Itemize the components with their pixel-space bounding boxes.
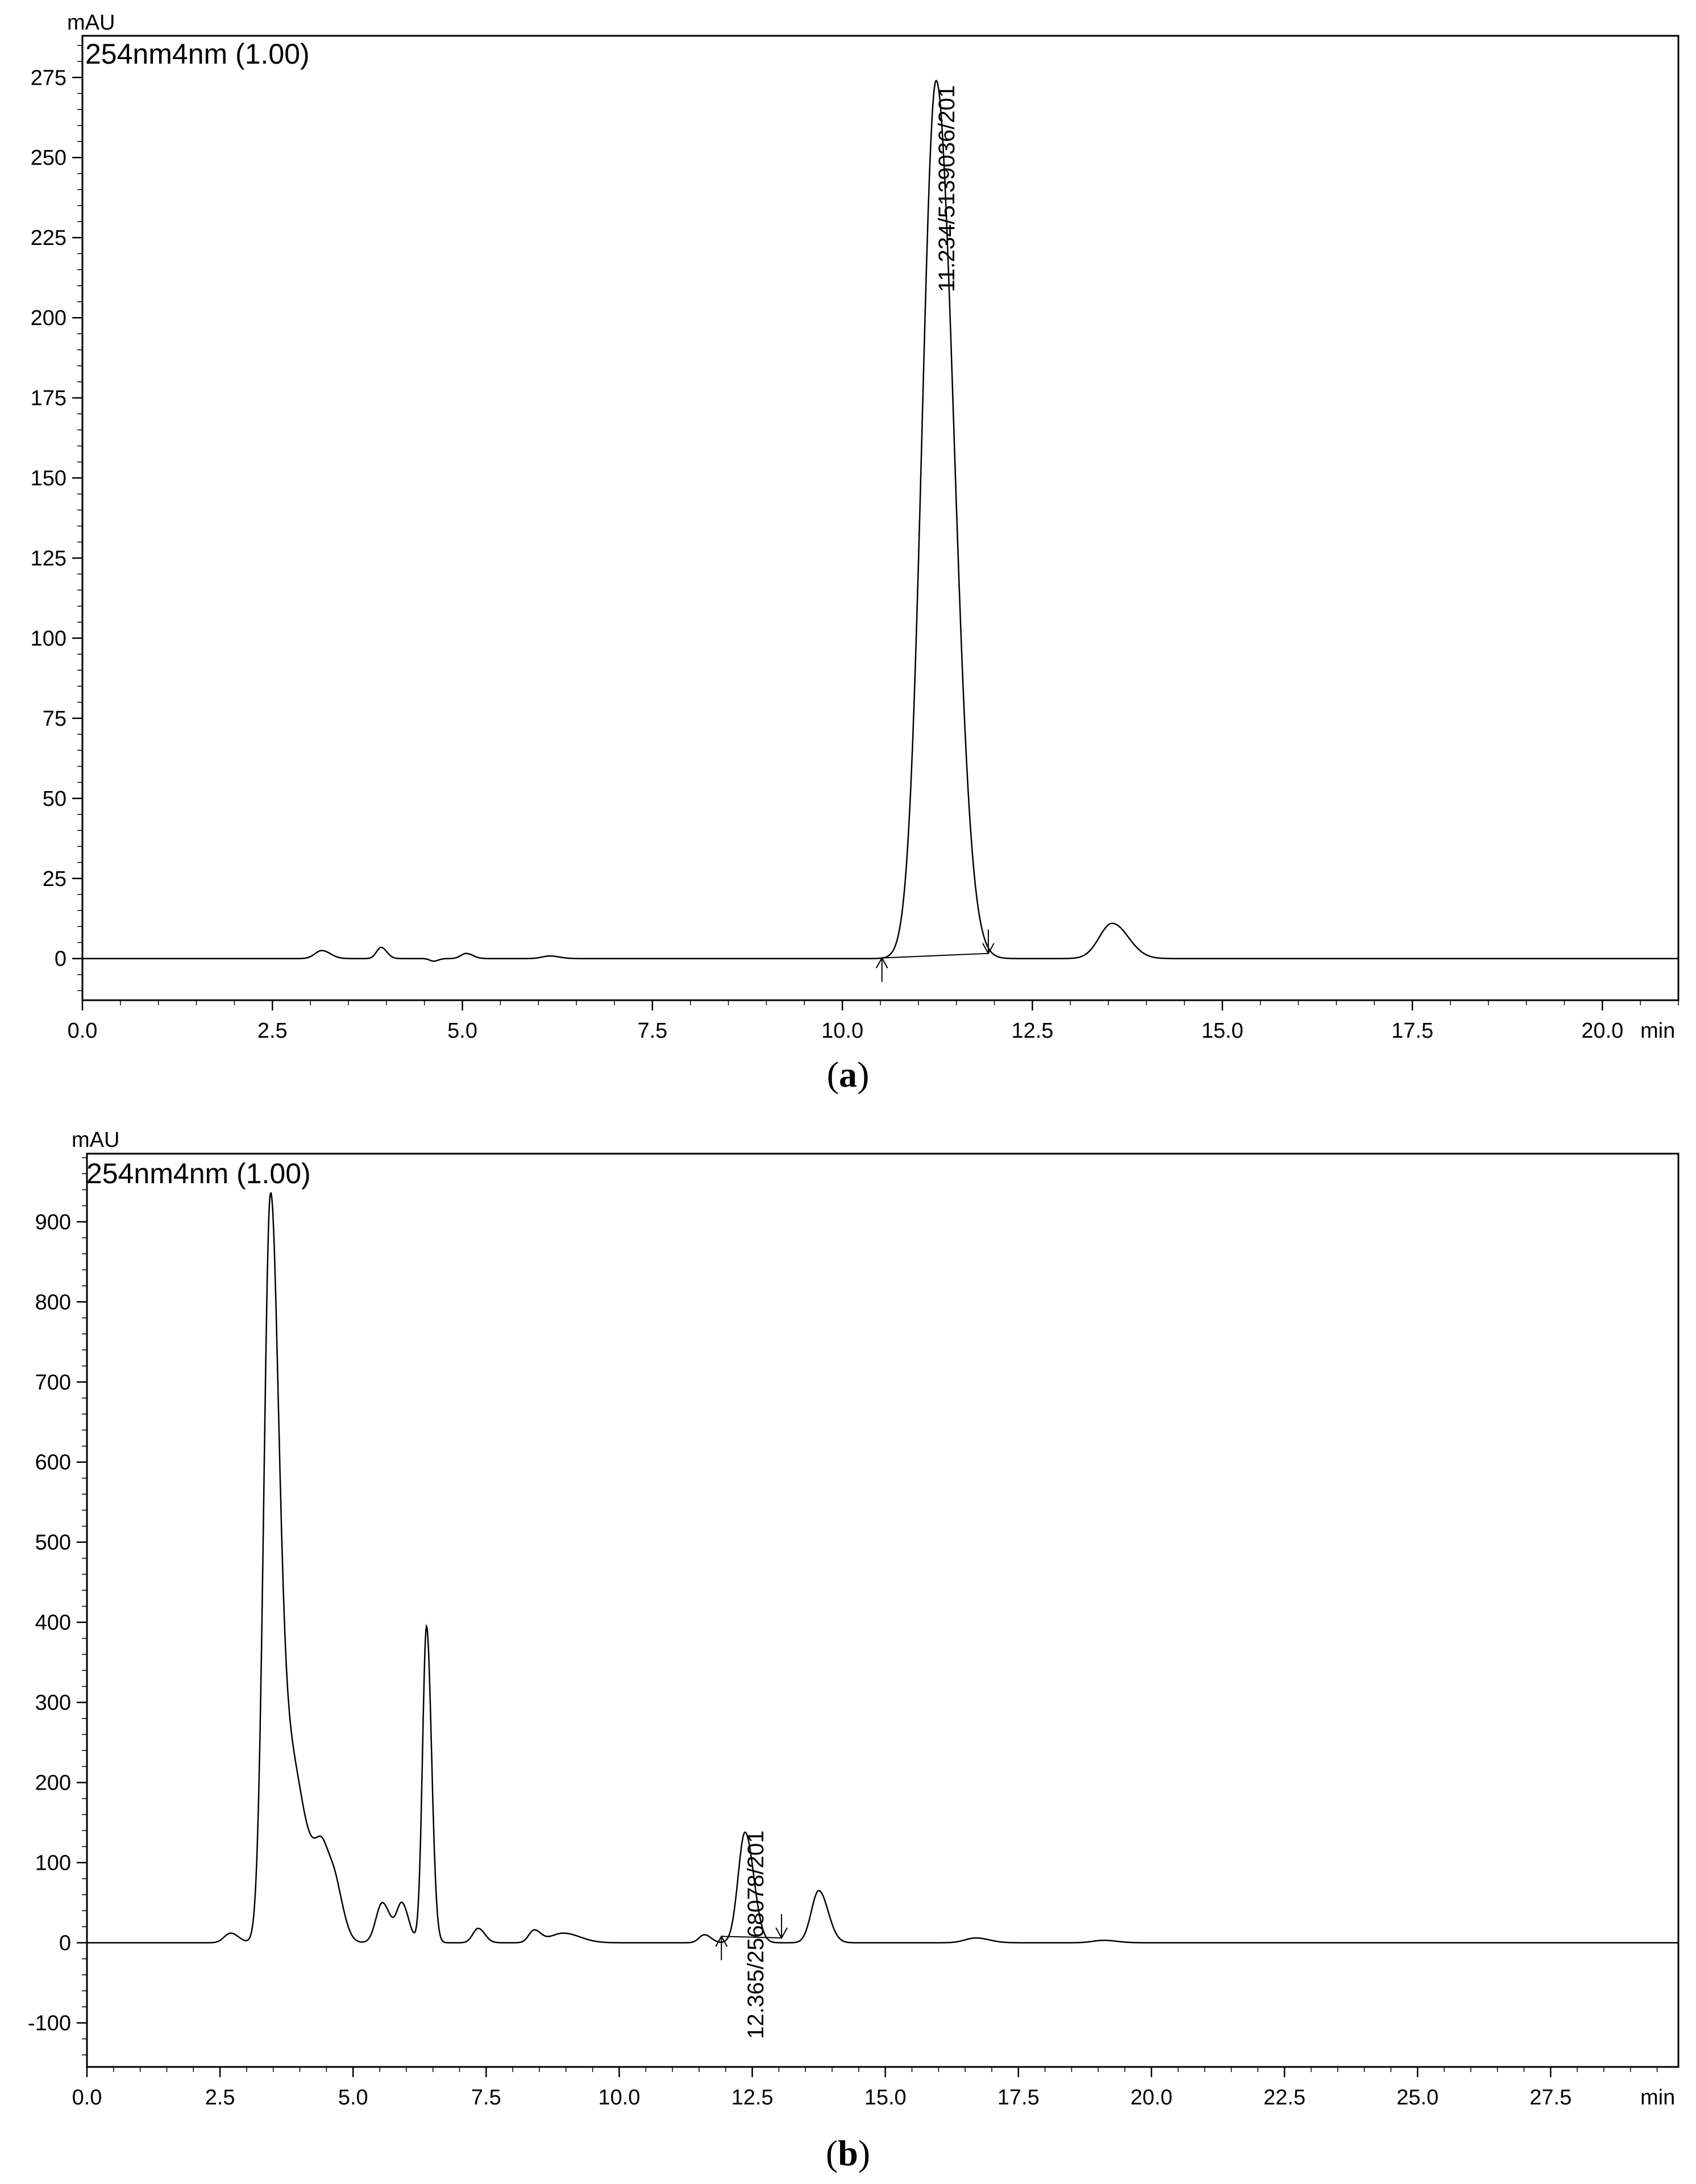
trace-line-a bbox=[82, 80, 1678, 962]
y-tick-label: 200 bbox=[35, 1771, 71, 1795]
x-tick-label: 5.0 bbox=[338, 2086, 368, 2110]
caption-open-paren-b: ( bbox=[826, 2133, 838, 2173]
x-tick-label: 5.0 bbox=[447, 1019, 477, 1043]
integration-marker bbox=[875, 956, 888, 982]
peak-annotation-a: 11.234/5139036/201 bbox=[934, 85, 959, 292]
y-tick-label: 300 bbox=[35, 1691, 71, 1715]
y-tick-label: 125 bbox=[31, 547, 66, 571]
y-tick-label: -100 bbox=[28, 2011, 71, 2035]
x-tick-label: 17.5 bbox=[997, 2086, 1040, 2110]
x-tick-label: 17.5 bbox=[1391, 1019, 1433, 1043]
x-tick-label: 0.0 bbox=[72, 2086, 102, 2110]
integration-marker bbox=[982, 929, 995, 955]
integration-marker bbox=[715, 1935, 728, 1961]
x-tick-label: 2.5 bbox=[205, 2086, 235, 2110]
y-tick-label: 175 bbox=[31, 386, 66, 410]
y-tick-label: 0 bbox=[55, 947, 66, 971]
plot-frame-b bbox=[86, 1153, 1680, 2068]
integration-baseline-a bbox=[882, 952, 988, 959]
y-tick-label: 150 bbox=[31, 467, 66, 490]
x-tick-label: 12.5 bbox=[731, 2086, 774, 2110]
x-tick-label: 20.0 bbox=[1130, 2086, 1173, 2110]
y-tick-label: 200 bbox=[31, 306, 66, 330]
y-tick-label: 225 bbox=[31, 226, 66, 250]
y-tick-label: 100 bbox=[35, 1852, 71, 1875]
x-tick-label: 15.0 bbox=[864, 2086, 907, 2110]
caption-a: (a) bbox=[827, 1054, 870, 1095]
y-tick-label: 75 bbox=[43, 707, 66, 731]
y-tick-label: 25 bbox=[43, 867, 66, 891]
x-unit-label-a: min bbox=[1640, 1019, 1675, 1043]
x-tick-label: 22.5 bbox=[1263, 2086, 1306, 2110]
y-tick-label: 50 bbox=[43, 787, 66, 811]
y-axis-b: -100 0 100 200 300 400 500 600 700 800 900 bbox=[28, 1157, 87, 2056]
caption-b: (b) bbox=[826, 2133, 870, 2173]
x-tick-label: 7.5 bbox=[637, 1019, 667, 1043]
y-axis-a: 0 25 50 75 100 125 150 175 200 225 250 275 bbox=[31, 45, 82, 991]
x-unit-label-b: min bbox=[1640, 2086, 1675, 2110]
trace-line-b bbox=[87, 1192, 1678, 1944]
peak-annotation-b: 12.365/2568078/201 bbox=[743, 1831, 768, 2039]
integration-marker bbox=[775, 1914, 788, 1940]
x-tick-label: 7.5 bbox=[471, 2086, 501, 2110]
y-tick-label: 250 bbox=[31, 146, 66, 170]
y-tick-label: 100 bbox=[31, 627, 66, 651]
y-tick-label: 275 bbox=[31, 66, 66, 90]
caption-open-paren-a: ( bbox=[827, 1054, 839, 1095]
x-tick-label: 27.5 bbox=[1529, 2086, 1572, 2110]
x-tick-label: 10.0 bbox=[598, 2086, 640, 2110]
integration-baseline-b bbox=[721, 1936, 782, 1939]
x-tick-label: 2.5 bbox=[257, 1019, 288, 1043]
caption-close-paren-a: ) bbox=[857, 1054, 869, 1095]
x-axis-b: 0.0 2.5 5.0 7.5 10.0 12.5 15.0 17.5 20.0 22.5 25.0… bbox=[72, 2067, 1658, 2110]
caption-letter-a: a bbox=[839, 1054, 857, 1095]
caption-letter-b: b bbox=[838, 2133, 858, 2173]
chromatogram-a: 0 25 50 75 100 125 150 175 200 225 250 275 0.0 2.5 5.… bbox=[31, 11, 1680, 1095]
x-tick-label: 0.0 bbox=[68, 1019, 98, 1043]
y-unit-label-b: mAU bbox=[72, 1128, 119, 1152]
y-tick-label: 900 bbox=[35, 1210, 71, 1234]
x-tick-label: 15.0 bbox=[1202, 1019, 1244, 1043]
integration-markers-a bbox=[875, 929, 995, 982]
y-tick-label: 600 bbox=[35, 1451, 71, 1475]
caption-close-paren-b: ) bbox=[858, 2133, 870, 2173]
channel-label-b: 254nm4nm (1.00) bbox=[86, 1158, 311, 1189]
y-tick-label: 800 bbox=[35, 1291, 71, 1314]
integration-markers-b bbox=[715, 1914, 788, 1961]
x-tick-label: 12.5 bbox=[1011, 1019, 1053, 1043]
x-tick-label: 25.0 bbox=[1396, 2086, 1439, 2110]
y-tick-label: 500 bbox=[35, 1531, 71, 1555]
y-unit-label-a: mAU bbox=[67, 11, 115, 35]
channel-label-a: 254nm4nm (1.00) bbox=[85, 38, 310, 70]
x-axis-a: 0.0 2.5 5.0 7.5 10.0 12.5 15.0 17.5 20.0 bbox=[68, 1000, 1679, 1043]
y-tick-label: 400 bbox=[35, 1611, 71, 1635]
x-tick-label: 10.0 bbox=[821, 1019, 863, 1043]
y-tick-label: 700 bbox=[35, 1371, 71, 1395]
x-tick-label: 20.0 bbox=[1581, 1019, 1623, 1043]
y-tick-label: 0 bbox=[59, 1932, 71, 1956]
